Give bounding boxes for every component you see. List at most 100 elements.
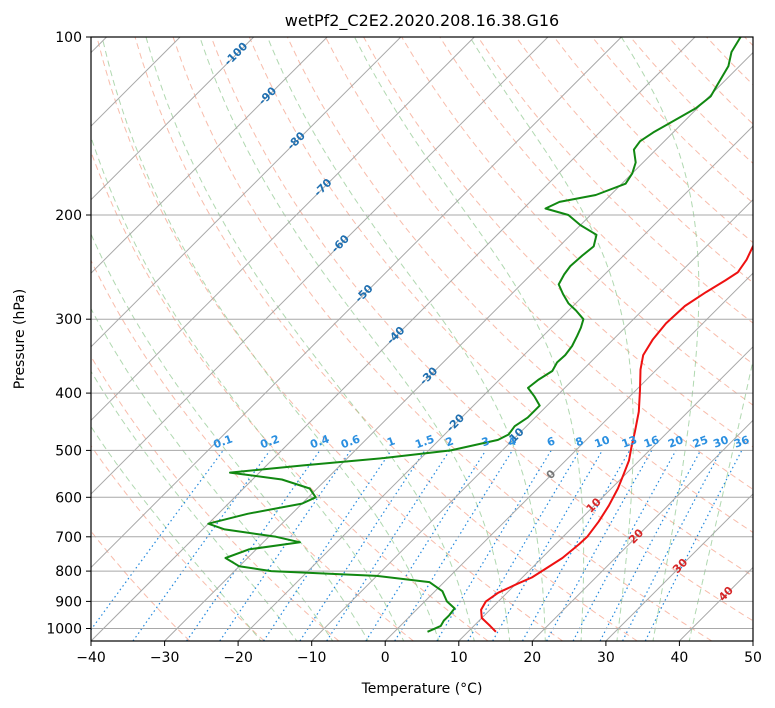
y-tick-label: 400 bbox=[55, 386, 82, 402]
isotherm-line bbox=[605, 493, 753, 641]
plot-frame bbox=[90, 36, 754, 642]
mixing-ratio-label: 10 bbox=[593, 433, 612, 451]
moist-adiabat bbox=[91, 370, 298, 641]
x-tick-label: 40 bbox=[670, 650, 688, 666]
x-tick-label: −20 bbox=[223, 650, 253, 666]
mixing-ratio-label: 8 bbox=[574, 435, 586, 450]
x-tick-label: −30 bbox=[150, 650, 180, 666]
isotherm-line bbox=[91, 37, 549, 495]
y-tick-label: 500 bbox=[55, 443, 82, 459]
dry-adiabat bbox=[91, 259, 414, 641]
dry-adiabat bbox=[668, 37, 753, 125]
y-tick-label: 700 bbox=[55, 530, 82, 546]
dry-adiabat bbox=[248, 37, 753, 577]
isotherm-line bbox=[91, 37, 475, 422]
mixing-ratio-label: 36 bbox=[732, 433, 751, 451]
mixing-ratio-label: 25 bbox=[691, 433, 710, 450]
isotherm-line bbox=[237, 125, 753, 641]
mixing-ratio-line bbox=[299, 450, 426, 641]
mixing-ratio-line bbox=[644, 450, 743, 641]
dry-adiabat bbox=[706, 37, 753, 86]
temperature-profile bbox=[480, 243, 753, 633]
chart-title: wetPf2_C2E2.2020.208.16.38.G16 bbox=[285, 11, 559, 31]
isotherm-line bbox=[91, 37, 255, 201]
mixing-ratio-line bbox=[262, 450, 392, 641]
grid-lines bbox=[91, 37, 753, 641]
dry-adiabat bbox=[553, 37, 753, 244]
x-axis-title: Temperature (°C) bbox=[361, 681, 483, 697]
mixing-ratio-line bbox=[436, 450, 552, 641]
x-tick-label: 50 bbox=[744, 650, 762, 666]
y-tick-label: 600 bbox=[55, 490, 82, 506]
y-tick-label: 100 bbox=[55, 30, 82, 46]
dry-adiabat bbox=[744, 37, 753, 47]
isotherm-line bbox=[91, 37, 696, 641]
x-tick-label: −10 bbox=[297, 650, 327, 666]
mixing-ratio-line bbox=[394, 450, 513, 641]
dry-adiabat bbox=[439, 37, 753, 365]
mixing-ratio-label: 0.4 bbox=[308, 432, 331, 451]
mixing-ratio-line bbox=[546, 450, 653, 641]
mixing-ratio-label: 3 bbox=[480, 435, 492, 450]
isotherm-labels: -100-90-80-70-60-50-40-30-20-100.1 0.2 0.4… bbox=[212, 39, 752, 603]
mixing-ratio-line bbox=[467, 450, 581, 641]
mixing-ratio-line bbox=[572, 450, 677, 641]
isotherm-line bbox=[311, 198, 753, 641]
x-tick-label: 10 bbox=[450, 650, 468, 666]
mixing-ratio-label: 1.5 bbox=[413, 432, 436, 451]
profile-lines bbox=[207, 37, 753, 633]
mixing-ratio-label: 2 bbox=[444, 435, 456, 450]
mixing-ratio-label: 0.2 bbox=[258, 432, 281, 451]
y-tick-label: 1000 bbox=[46, 622, 82, 638]
dry-adiabat bbox=[172, 37, 713, 641]
mixing-ratio-label: 20 bbox=[666, 433, 685, 451]
isotherm-line bbox=[91, 37, 402, 348]
isotherm-line bbox=[164, 51, 753, 641]
mixing-ratio-line bbox=[186, 450, 321, 641]
mixing-ratio-label: 16 bbox=[642, 433, 661, 451]
x-tick-label: 0 bbox=[381, 650, 390, 666]
isotherm-line bbox=[458, 346, 753, 641]
mixing-ratio-line bbox=[91, 450, 224, 631]
mixing-ratio-label: 6 bbox=[545, 434, 557, 449]
y-axis-ticks: 1000 900 800 700 600 500 400 300 200 100 bbox=[46, 30, 91, 638]
isotherm-line bbox=[679, 566, 753, 641]
mixing-ratio-label: 30 bbox=[712, 433, 731, 451]
moist-adiabat bbox=[469, 37, 634, 641]
dry-adiabat bbox=[591, 37, 753, 204]
x-tick-label: 30 bbox=[597, 650, 615, 666]
moist-adiabat bbox=[91, 307, 334, 641]
dry-adiabat bbox=[96, 37, 563, 641]
y-tick-label: 800 bbox=[55, 564, 82, 580]
mixing-ratio-line bbox=[219, 450, 352, 641]
moist-adiabat bbox=[199, 37, 511, 641]
isotherm-label: -30 bbox=[417, 364, 440, 387]
x-tick-label: −40 bbox=[76, 650, 106, 666]
mixing-ratio-label: 0.1 bbox=[212, 432, 235, 451]
y-tick-label: 300 bbox=[55, 312, 82, 328]
y-axis-title: Pressure (hPa) bbox=[12, 289, 28, 389]
mixing-ratio-line bbox=[365, 450, 487, 641]
dry-adiabat bbox=[91, 150, 489, 641]
moist-adiabat bbox=[91, 425, 262, 641]
x-tick-label: 20 bbox=[523, 650, 541, 666]
dry-adiabat bbox=[91, 530, 191, 641]
isotherm-line bbox=[91, 37, 328, 274]
dry-adiabat bbox=[91, 355, 340, 641]
dry-adiabat bbox=[91, 444, 265, 641]
moist-adiabat bbox=[91, 135, 405, 641]
dewpoint-profile bbox=[207, 37, 742, 633]
lower-isotherm-label: 30 bbox=[670, 556, 690, 576]
dry-adiabat bbox=[515, 37, 753, 284]
mixing-ratio-label: 4 bbox=[506, 434, 518, 449]
mixing-ratio-label: 13 bbox=[620, 433, 639, 450]
isotherm-line bbox=[752, 640, 753, 641]
moist-adiabat bbox=[91, 232, 369, 641]
dry-adiabat bbox=[286, 37, 753, 534]
isotherm-line bbox=[384, 272, 753, 641]
isotherm-line bbox=[91, 37, 622, 569]
mixing-ratio-label: 1 bbox=[385, 435, 397, 450]
mixing-ratio-line bbox=[599, 450, 702, 641]
dry-adiabat bbox=[210, 37, 753, 622]
